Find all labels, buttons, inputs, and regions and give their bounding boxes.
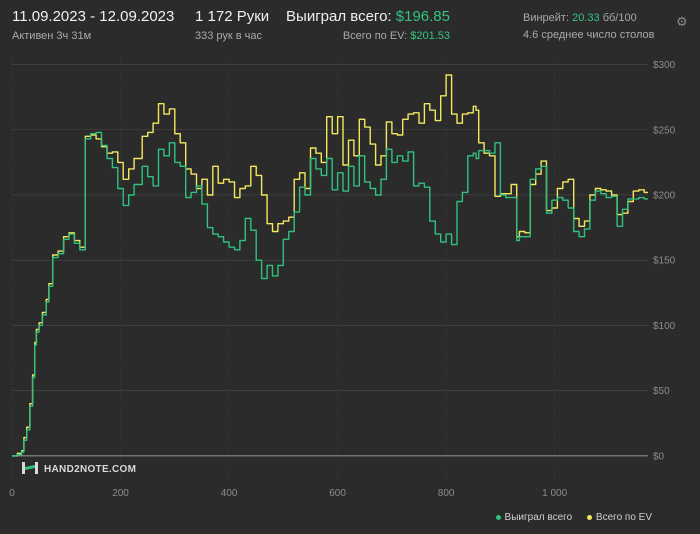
legend-label-ev: Всего по EV xyxy=(595,512,652,523)
hand2note-logo: HAND2NOTE.COM xyxy=(22,462,136,477)
winrate-block: Винрейт: 20.33 бб/100 4.6 среднее число … xyxy=(523,8,655,41)
legend-label-won: Выиграл всего xyxy=(504,512,573,523)
won-value: $196.85 xyxy=(395,8,450,25)
x-tick-label: 1 000 xyxy=(542,488,567,499)
x-tick-label: 600 xyxy=(329,488,346,499)
y-tick-label: $0 xyxy=(653,451,665,462)
header: 11.09.2023 - 12.09.2023 Активен 3ч 31м 1… xyxy=(0,8,700,48)
ev-value: $201.53 xyxy=(410,30,450,42)
hands-rate: 333 рук в час xyxy=(195,30,263,42)
winrate-unit: бб/100 xyxy=(602,12,637,24)
y-tick-label: $200 xyxy=(653,190,676,201)
winrate-value: 20.33 xyxy=(572,12,600,24)
y-tick-label: $150 xyxy=(653,256,676,267)
y-tick-label: $250 xyxy=(653,125,676,136)
legend-dot-won xyxy=(495,514,501,520)
x-tick-label: 800 xyxy=(438,488,455,499)
y-tick-label: $300 xyxy=(653,60,676,71)
chart-legend: Выиграл всего Всего по EV xyxy=(484,512,652,523)
hands-block: 1 172 Руки 333 рук в час xyxy=(195,8,269,42)
legend-dot-ev xyxy=(586,514,592,520)
active-time: Активен 3ч 31м xyxy=(12,30,92,42)
legend-item-ev[interactable]: Всего по EV xyxy=(586,512,652,523)
y-tick-label: $100 xyxy=(653,321,676,332)
x-tick-label: 0 xyxy=(9,488,15,499)
y-tick-label: $50 xyxy=(653,386,670,397)
series-line-won xyxy=(12,131,648,457)
won-label: Выиграл всего: xyxy=(286,8,392,25)
winrate-label: Винрейт: xyxy=(523,12,570,24)
legend-item-won[interactable]: Выиграл всего xyxy=(495,512,575,523)
gear-icon[interactable]: ⚙ xyxy=(676,14,688,29)
tables-average: 4.6 среднее число столов xyxy=(523,29,655,41)
ev-label: Всего по EV: xyxy=(342,30,408,42)
x-tick-label: 400 xyxy=(221,488,238,499)
date-block: 11.09.2023 - 12.09.2023 Активен 3ч 31м xyxy=(12,8,174,42)
x-tick-label: 200 xyxy=(112,488,129,499)
results-block: Выиграл всего: $196.85 Всего по EV: $201… xyxy=(270,8,450,42)
hand2note-logo-icon xyxy=(22,462,38,477)
hands-count: 1 172 Руки xyxy=(195,8,270,25)
logo-text: HAND2NOTE.COM xyxy=(44,464,137,476)
series-line-ev xyxy=(12,74,648,457)
date-range[interactable]: 11.09.2023 - 12.09.2023 xyxy=(12,8,175,25)
